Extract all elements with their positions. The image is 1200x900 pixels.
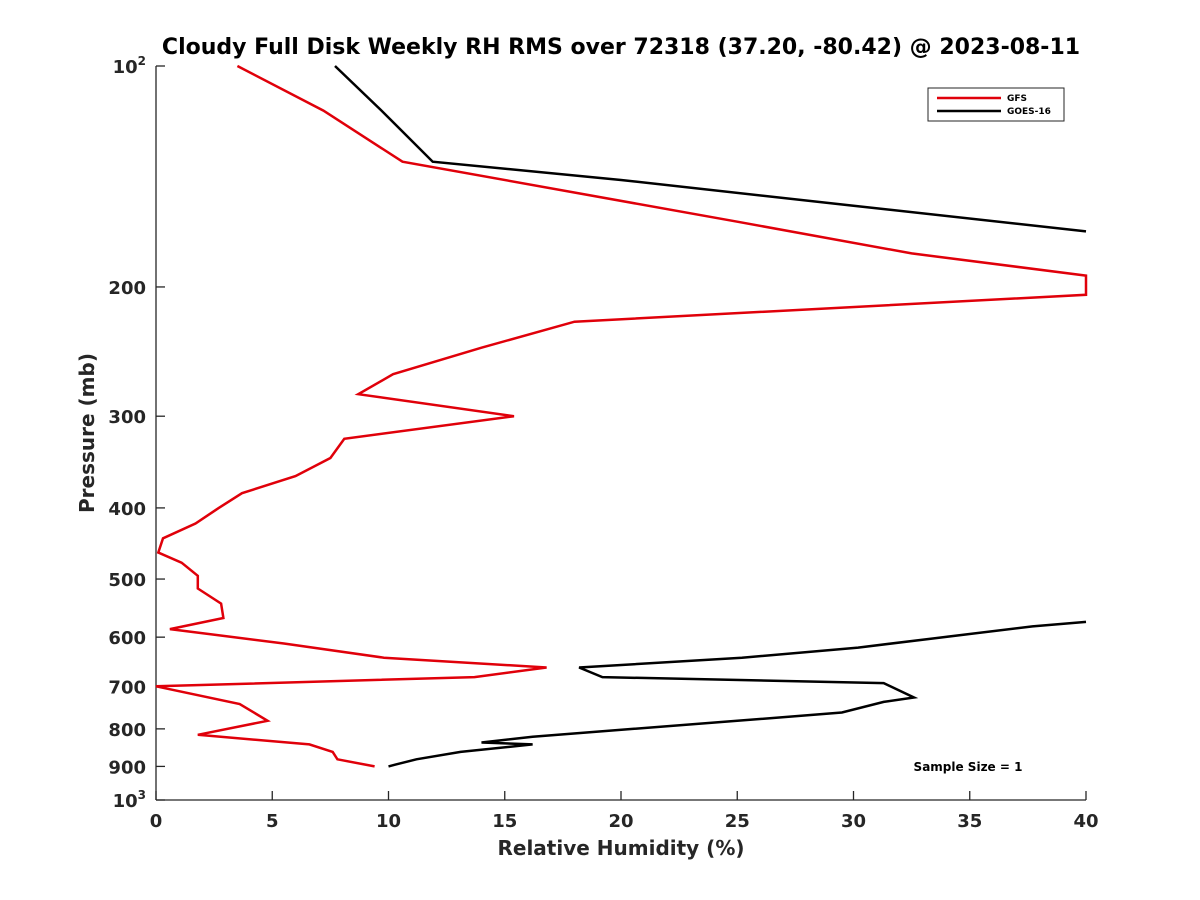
x-tick-label: 30 — [841, 811, 866, 832]
x-tick-label: 20 — [608, 811, 633, 832]
x-tick-label: 0 — [150, 811, 163, 832]
x-tick-label: 15 — [492, 811, 517, 832]
y-tick-label: 700 — [108, 677, 146, 698]
y-tick-label: 102 — [113, 54, 146, 78]
x-tick-label: 40 — [1073, 811, 1098, 832]
legend-box — [927, 87, 1065, 122]
x-axis-label: Relative Humidity (%) — [497, 836, 744, 860]
y-tick-label: 900 — [108, 757, 146, 778]
chart-title: Cloudy Full Disk Weekly RH RMS over 7231… — [162, 35, 1080, 60]
y-axis-label: Pressure (mb) — [75, 353, 99, 513]
x-tick-label: 25 — [725, 811, 750, 832]
y-tick-label: 400 — [108, 499, 146, 520]
y-tick-label: 200 — [108, 278, 146, 299]
y-tick-label: 103 — [113, 788, 146, 812]
series-line-gfs — [155, 64, 1088, 768]
y-tick-label: 500 — [108, 570, 146, 591]
legend-label-gfs: GFS — [1007, 94, 1027, 104]
x-tick-label: 35 — [957, 811, 982, 832]
x-tick-label: 10 — [376, 811, 401, 832]
legend: GFS GOES-16 — [927, 87, 1065, 122]
series-line-goes16-segment-2 — [388, 620, 1087, 768]
y-axis-ticks: 102 200 300 400 500 600 700 800 900 103 — [108, 54, 165, 812]
legend-label-goes16: GOES-16 — [1007, 107, 1051, 117]
y-tick-label: 800 — [108, 720, 146, 741]
sample-size-annotation: Sample Size = 1 — [914, 760, 1023, 774]
series-line-goes16-segment-1 — [334, 65, 1087, 233]
y-tick-label: 600 — [108, 628, 146, 649]
x-axis-ticks: 0 5 10 15 20 25 30 35 40 — [150, 791, 1099, 832]
x-tick-label: 5 — [266, 811, 279, 832]
y-tick-label: 300 — [108, 407, 146, 428]
series-layer — [155, 64, 1088, 768]
